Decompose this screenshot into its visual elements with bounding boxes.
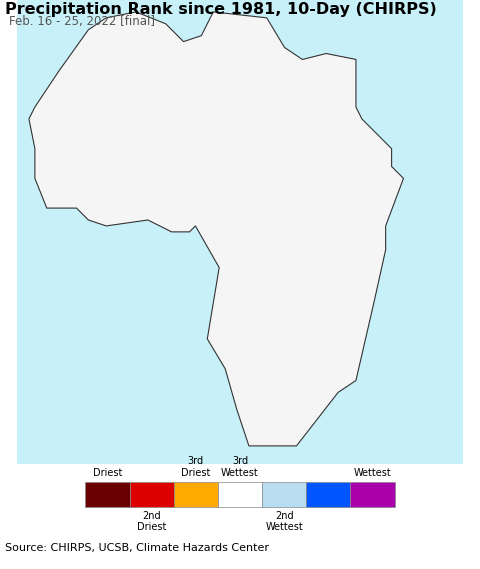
Text: Wettest: Wettest xyxy=(354,468,391,478)
Text: 3rd
Driest: 3rd Driest xyxy=(181,456,211,478)
Text: Precipitation Rank since 1981, 10-Day (CHIRPS): Precipitation Rank since 1981, 10-Day (C… xyxy=(5,2,436,17)
Bar xyxy=(130,482,174,507)
Bar xyxy=(174,482,218,507)
Bar xyxy=(350,482,395,507)
Bar xyxy=(306,482,350,507)
Bar xyxy=(218,482,262,507)
Text: Source: CHIRPS, UCSB, Climate Hazards Center: Source: CHIRPS, UCSB, Climate Hazards Ce… xyxy=(5,543,269,552)
Polygon shape xyxy=(29,12,404,446)
Text: Feb. 16 - 25, 2022 [final]: Feb. 16 - 25, 2022 [final] xyxy=(9,15,155,28)
Text: 3rd
Wettest: 3rd Wettest xyxy=(221,456,259,478)
Text: 2nd
Wettest: 2nd Wettest xyxy=(265,510,303,532)
Bar xyxy=(262,482,306,507)
Bar xyxy=(85,482,130,507)
Text: 2nd
Driest: 2nd Driest xyxy=(137,510,167,532)
Text: Driest: Driest xyxy=(93,468,122,478)
